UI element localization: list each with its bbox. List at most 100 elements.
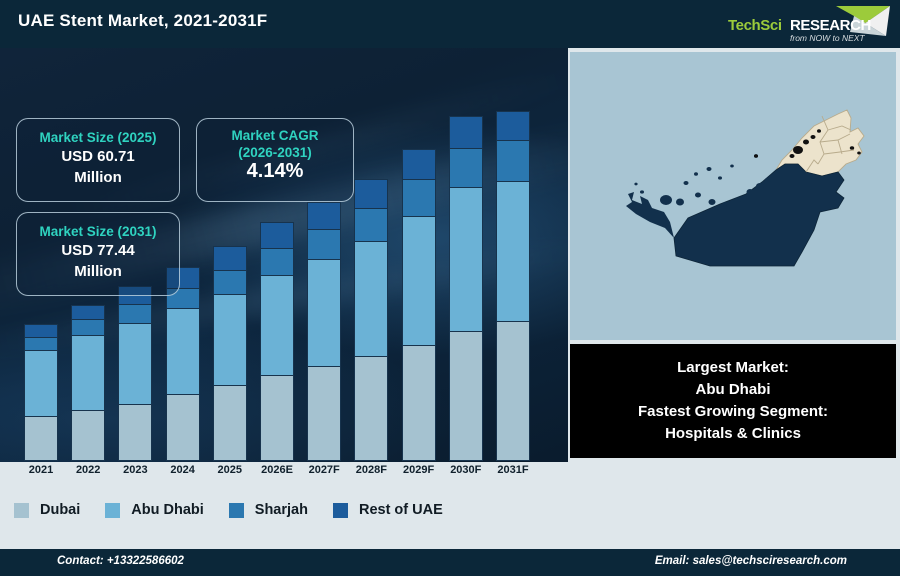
legend-label: Abu Dhabi [131,502,204,518]
svg-text:from NOW to NEXT: from NOW to NEXT [790,33,865,43]
x-axis-label-2022: 2022 [75,464,101,476]
bar-segment-rest-of-uae [212,246,247,271]
x-axis: 2021 2022 2023 2024 2025 2026E 2027F 2028F 2029F… [0,462,568,482]
bar-segment-abu-dhabi [165,308,200,395]
bar-segment-dubai [260,375,294,461]
legend-label: Dubai [40,502,81,518]
x-axis-label-2027F: 2027F [308,464,340,476]
svg-text:TechSci: TechSci [728,17,782,34]
logo-icon: TechSci RESEARCH from NOW to NEXT [728,6,890,43]
stat-unit: Million [74,263,122,280]
x-axis-label-2031F: 2031F [497,464,529,476]
stacked-bar-chart [0,48,568,480]
bar-segment-dubai [165,394,200,461]
bar-segment-rest-of-uae [354,179,389,209]
stat-value: USD 60.71 [61,148,135,165]
footer-email: Email: sales@techsciresearch.com [654,555,847,567]
bar-segment-dubai [401,344,436,461]
bar-segment-abu-dhabi [212,293,247,385]
bar-segment-sharjah [307,228,342,259]
bar-segment-dubai [118,403,153,461]
stat-card-market-size-2031: Market Size (2031) USD 77.44 Million [16,212,180,296]
bar-segment-sharjah [354,208,389,242]
x-axis-label-2026E: 2026E [261,464,293,476]
stat-value: USD 77.44 [61,242,135,259]
bar-2027F [307,201,342,461]
legend-item-sharjah: Sharjah [228,502,308,518]
legend-label: Rest of UAE [358,502,443,518]
legend-swatch-icon [332,502,348,518]
bar-segment-abu-dhabi [496,181,530,321]
bar-segment-dubai [496,321,530,461]
x-axis-label-2025: 2025 [217,464,243,476]
x-axis-label-2023: 2023 [123,464,148,476]
fastest-segment-value: Hospitals & Clinics [665,425,801,442]
bar-segment-abu-dhabi [354,241,389,356]
bar-segment-dubai [71,410,106,461]
bar-segment-rest-of-uae [401,149,436,180]
bar-segment-sharjah [212,270,247,294]
bar-segment-sharjah [71,319,106,336]
stat-label: Market CAGR [231,128,319,143]
uae-map-panel [570,52,896,340]
bar-segment-abu-dhabi [307,258,342,366]
bar-segment-rest-of-uae [71,305,106,320]
bar-2026E [260,222,294,461]
bar-segment-sharjah [401,179,436,217]
bar-segment-abu-dhabi [448,187,483,331]
legend-swatch-icon [228,502,244,518]
legend-swatch-icon [105,502,121,518]
bar-segment-abu-dhabi [118,322,153,404]
bar-segment-sharjah [118,303,153,323]
bar-2024 [165,266,200,461]
bar-segment-dubai [212,384,247,461]
bar-segment-rest-of-uae [260,222,294,248]
bar-segment-dubai [448,330,483,461]
bar-segment-abu-dhabi [24,349,58,417]
bar-segment-rest-of-uae [448,115,483,148]
bar-2022 [71,305,106,461]
bar-2031F [496,111,530,461]
stat-label: Market Size (2031) [39,224,157,239]
legend-label: Sharjah [254,502,308,518]
stat-label: Market Size (2025) [39,130,157,145]
x-axis-label-2030F: 2030F [450,464,482,476]
svg-text:RESEARCH: RESEARCH [790,17,871,34]
header-bar: UAE Stent Market, 2021-2031F TechSci RES… [0,0,900,48]
bar-segment-rest-of-uae [118,286,153,304]
stat-unit: Million [74,169,122,186]
bar-segment-sharjah [496,139,530,181]
x-axis-label-2029F: 2029F [402,464,435,476]
stat-card-market-size-2025: Market Size (2025) USD 60.71 Million [16,118,180,202]
largest-market-value: Abu Dhabi [695,381,771,398]
fastest-segment-label: Fastest Growing Segment: [637,403,829,420]
chart-panel: Market Size (2025) USD 60.71 Million Mar… [0,48,568,480]
footer-bar: Contact: +13322586602 Email: sales@techs… [0,549,900,576]
uae-map-icon [570,52,896,340]
legend-swatch-icon [14,502,29,518]
bar-2030F [448,115,483,461]
bar-segment-rest-of-uae [496,111,530,140]
bar-segment-rest-of-uae [307,201,342,229]
bar-2023 [118,286,153,461]
x-axis-label-2028F: 2028F [355,464,387,476]
bar-segment-abu-dhabi [401,216,436,345]
largest-market-label: Largest Market: [677,359,789,376]
bar-segment-sharjah [448,147,483,188]
legend-item-dubai: Dubai [14,502,80,518]
techsci-research-logo: TechSci RESEARCH from NOW to NEXT [714,2,894,46]
stat-card-market-cagr: Market CAGR (2026-2031) 4.14% [196,118,354,202]
bar-segment-dubai [24,416,58,461]
bar-segment-dubai [307,365,342,461]
footer-contact: Contact: +13322586602 [57,555,184,567]
bar-segment-abu-dhabi [71,335,106,411]
stat-label-period: (2026-2031) [238,145,312,160]
bar-segment-dubai [354,356,389,461]
chart-legend: Dubai Abu Dhabi Sharjah Rest of UAE [0,482,568,538]
key-insights-box: Largest Market: Abu Dhabi Fastest Growin… [570,344,896,458]
legend-item-abu-dhabi: Abu Dhabi [105,502,204,518]
bar-segment-abu-dhabi [260,274,294,376]
legend-item-rest-of-uae: Rest of UAE [332,502,443,518]
bar-segment-sharjah [260,247,294,275]
x-axis-label-2021: 2021 [28,464,54,476]
